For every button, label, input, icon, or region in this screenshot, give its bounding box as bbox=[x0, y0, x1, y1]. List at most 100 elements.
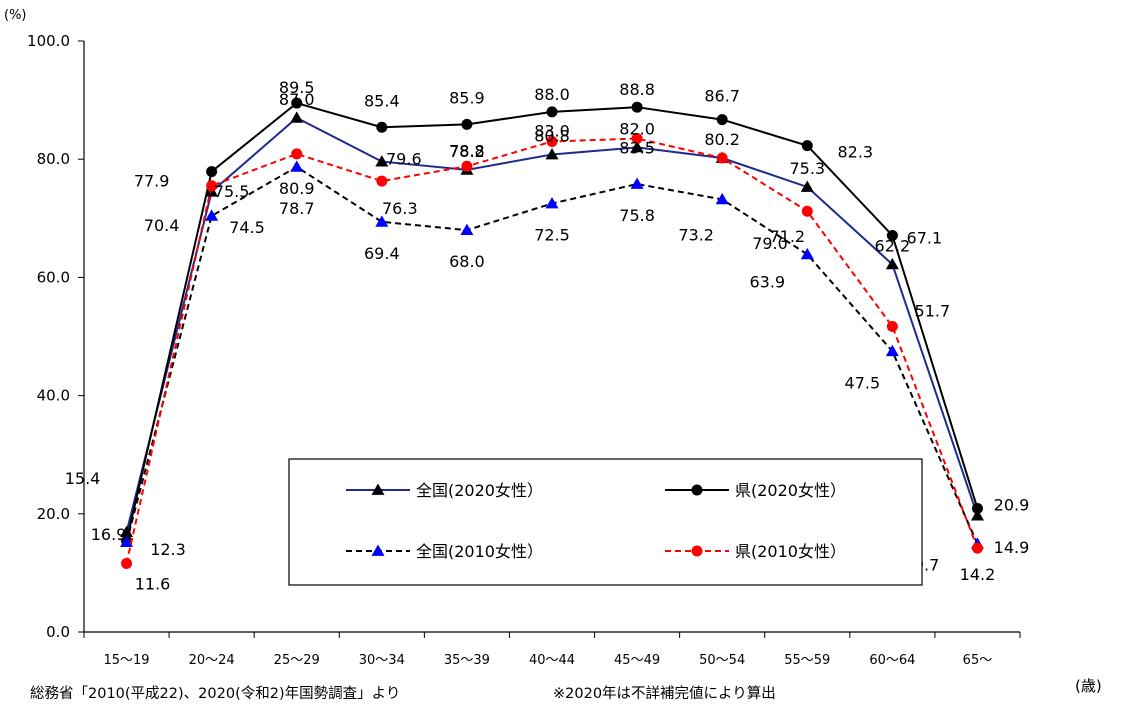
data-point bbox=[801, 140, 813, 152]
data-point bbox=[545, 147, 559, 160]
data-point bbox=[375, 155, 389, 167]
data-point bbox=[291, 148, 303, 160]
x-tick-label: 20～24 bbox=[189, 653, 235, 668]
data-point bbox=[631, 101, 643, 113]
y-tick-label: 80.0 bbox=[37, 150, 70, 168]
data-point bbox=[206, 166, 218, 178]
x-tick-label: 15～19 bbox=[103, 653, 149, 668]
data-point bbox=[375, 215, 389, 227]
data-point bbox=[120, 535, 134, 548]
y-tick-label: 60.0 bbox=[37, 268, 70, 286]
source-note: 総務省「2010(平成22)、2020(令和2)年国勢調査」より bbox=[30, 686, 401, 702]
data-point bbox=[545, 197, 559, 209]
data-label: 74.5 bbox=[229, 218, 265, 237]
data-label: 51.7 bbox=[915, 301, 951, 320]
data-point bbox=[120, 525, 134, 537]
data-label: 20.9 bbox=[994, 495, 1030, 514]
data-point bbox=[971, 502, 983, 514]
data-label: 78.7 bbox=[279, 199, 315, 218]
data-label: 82.0 bbox=[619, 119, 655, 138]
x-tick-label: 25～29 bbox=[274, 653, 320, 668]
data-point bbox=[290, 160, 304, 172]
data-label: 11.6 bbox=[135, 574, 171, 593]
legend-label: 全国(2010女性） bbox=[416, 542, 543, 561]
data-point bbox=[376, 121, 388, 133]
data-label: 16.9 bbox=[91, 525, 127, 544]
data-label: 78.2 bbox=[449, 142, 485, 161]
x-tick-label: 35～39 bbox=[444, 653, 490, 668]
data-point bbox=[970, 509, 984, 521]
data-point bbox=[800, 247, 814, 260]
data-label: 83.0 bbox=[534, 121, 570, 140]
y-tick-label: 40.0 bbox=[37, 387, 70, 405]
data-label: 73.2 bbox=[678, 225, 714, 244]
data-label: 85.4 bbox=[364, 91, 400, 110]
data-point bbox=[460, 223, 474, 235]
legend-marker bbox=[371, 544, 385, 556]
data-point bbox=[290, 111, 304, 123]
x-axis-unit: (歳) bbox=[1075, 677, 1102, 695]
data-label: 89.5 bbox=[279, 78, 315, 97]
data-label: 80.9 bbox=[279, 179, 315, 198]
y-axis-unit: (%) bbox=[4, 8, 27, 23]
data-label: 15.4 bbox=[65, 469, 101, 488]
data-label: 75.8 bbox=[619, 206, 655, 225]
data-point bbox=[630, 140, 644, 153]
legend-marker bbox=[691, 545, 703, 557]
data-point bbox=[801, 205, 813, 217]
data-point bbox=[971, 542, 983, 554]
data-label: 12.3 bbox=[150, 540, 186, 559]
data-label: 79.0 bbox=[752, 234, 788, 253]
data-label: 75.3 bbox=[789, 159, 825, 178]
data-point bbox=[205, 209, 219, 221]
data-point bbox=[631, 133, 643, 145]
legend-label: 県(2020女性） bbox=[735, 481, 846, 500]
legend-label: 全国(2020女性） bbox=[416, 481, 543, 500]
data-label: 67.1 bbox=[907, 228, 943, 247]
data-label: 88.8 bbox=[619, 80, 655, 99]
data-label: 79.6 bbox=[386, 150, 422, 169]
data-label: 76.3 bbox=[382, 199, 418, 218]
data-point bbox=[461, 160, 473, 172]
data-label: 70.4 bbox=[144, 216, 180, 235]
data-point bbox=[800, 180, 814, 192]
data-point bbox=[121, 557, 133, 569]
data-label: 68.0 bbox=[449, 252, 485, 271]
data-point bbox=[716, 114, 728, 126]
x-tick-label: 45～49 bbox=[614, 653, 660, 668]
data-point bbox=[461, 118, 473, 130]
data-label: 85.9 bbox=[449, 88, 485, 107]
data-label: 80.8 bbox=[534, 126, 570, 145]
data-label: 83.5 bbox=[619, 139, 655, 158]
y-tick-label: 100.0 bbox=[27, 32, 70, 50]
data-label: 80.2 bbox=[704, 130, 740, 149]
legend-marker bbox=[371, 483, 385, 495]
data-label: 69.4 bbox=[364, 244, 400, 263]
legend-marker bbox=[691, 484, 703, 496]
data-label: 78.8 bbox=[449, 141, 485, 160]
data-point bbox=[546, 106, 558, 118]
data-label: 63.9 bbox=[749, 272, 785, 291]
data-label: 14.9 bbox=[994, 538, 1030, 557]
data-label: 77.9 bbox=[134, 172, 170, 191]
x-tick-label: 40～44 bbox=[529, 653, 575, 668]
data-point bbox=[885, 257, 899, 270]
data-label: 71.2 bbox=[769, 227, 805, 246]
y-tick-label: 20.0 bbox=[37, 505, 70, 523]
data-point bbox=[716, 152, 728, 164]
data-point bbox=[715, 192, 729, 205]
x-tick-label: 55～59 bbox=[784, 653, 830, 668]
x-tick-label: 30～34 bbox=[359, 653, 405, 668]
data-point bbox=[291, 97, 303, 109]
data-label: 86.7 bbox=[704, 87, 740, 106]
legend-label: 県(2010女性） bbox=[735, 542, 846, 561]
data-point bbox=[886, 320, 898, 332]
x-tick-label: 50～54 bbox=[699, 653, 745, 668]
data-point bbox=[886, 229, 898, 241]
data-label: 72.5 bbox=[534, 226, 570, 245]
data-point bbox=[885, 344, 899, 357]
legend-box bbox=[288, 458, 923, 586]
data-label: 88.0 bbox=[534, 85, 570, 104]
x-tick-label: 65～ bbox=[963, 653, 993, 668]
data-point bbox=[206, 180, 218, 192]
